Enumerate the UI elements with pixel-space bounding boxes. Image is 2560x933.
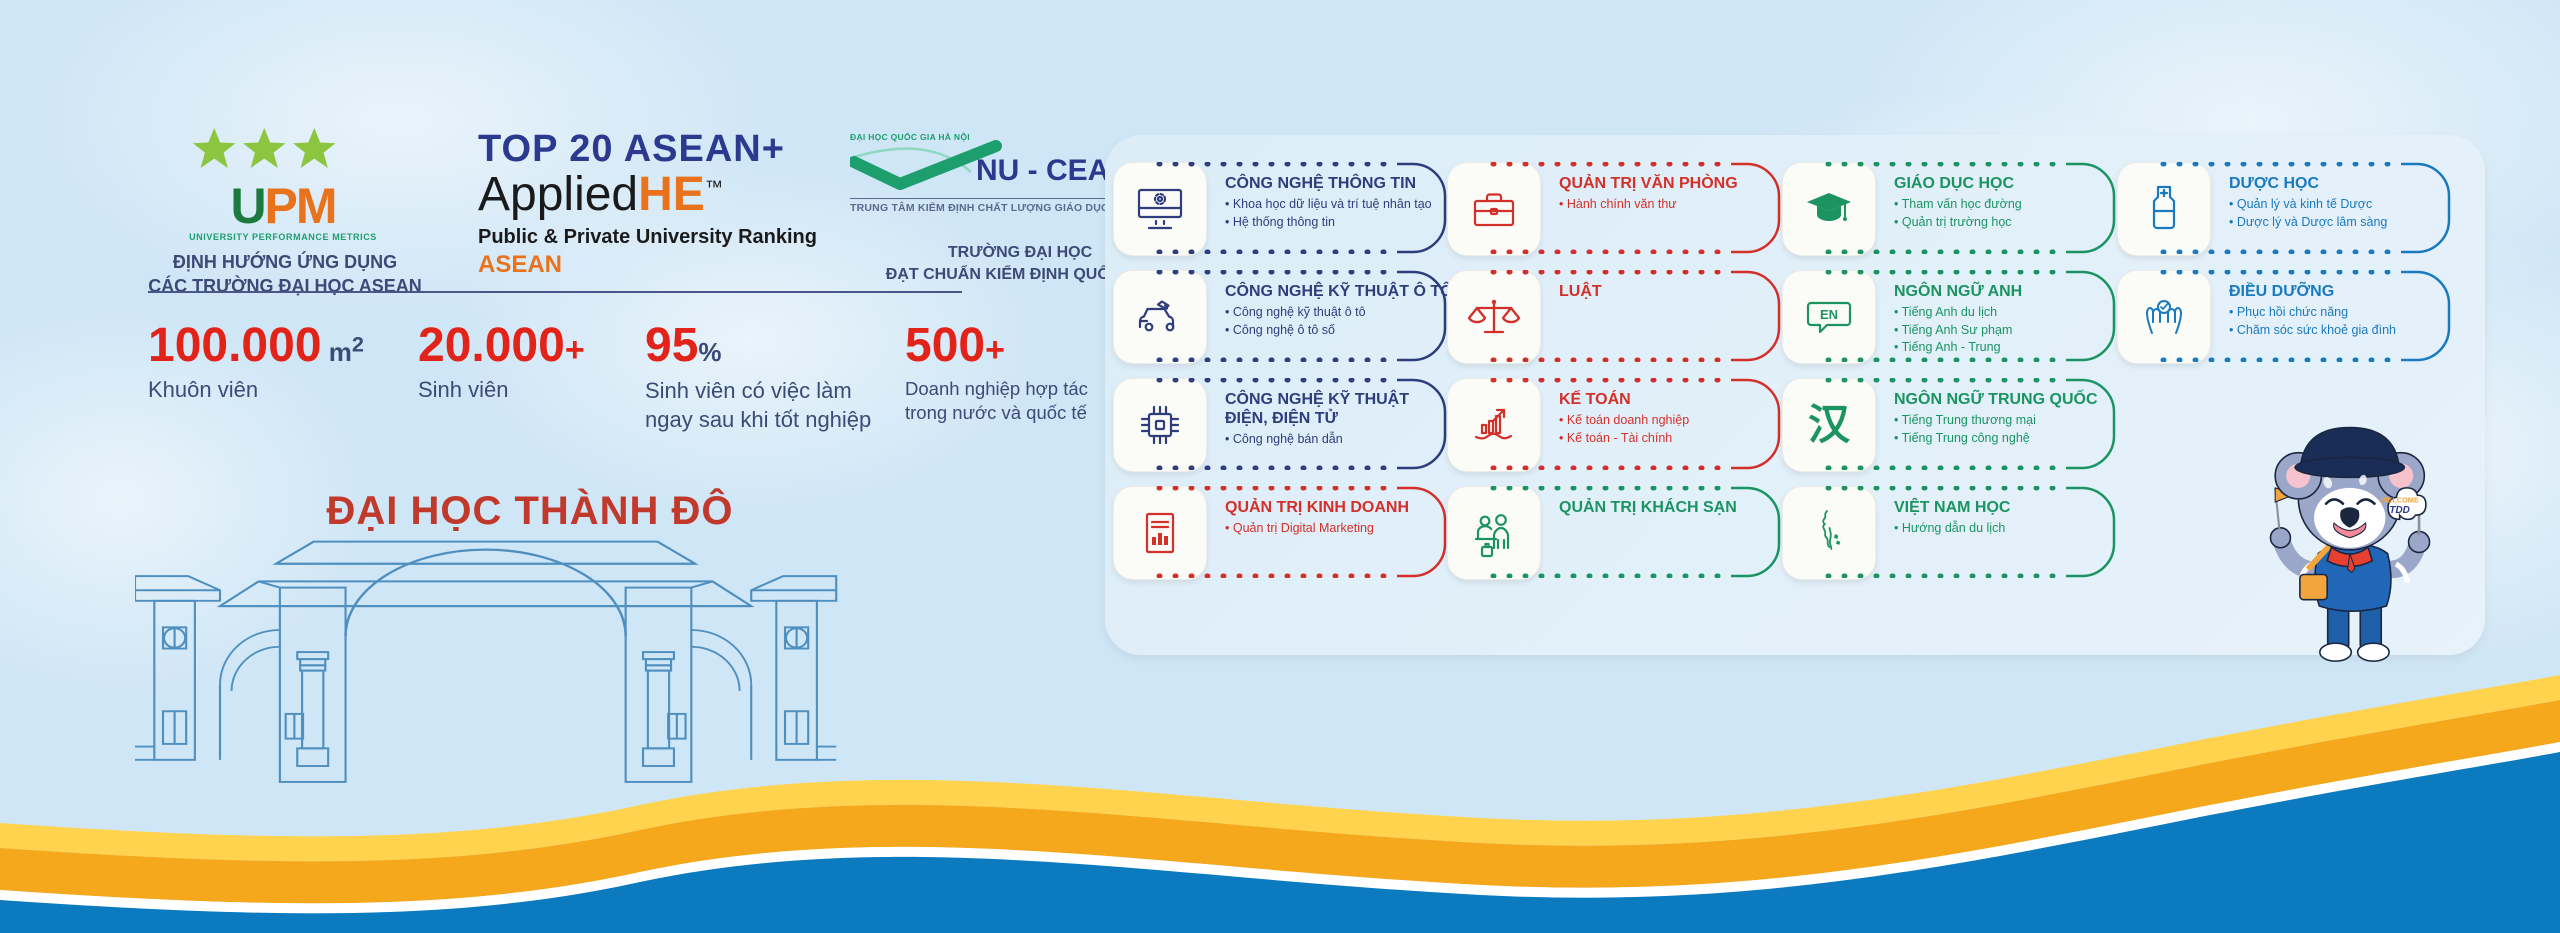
- svg-text:WELCOME: WELCOME: [2380, 496, 2418, 505]
- svg-text:NU - CEA: NU - CEA: [976, 154, 1109, 187]
- svg-text:TDD: TDD: [2389, 505, 2410, 516]
